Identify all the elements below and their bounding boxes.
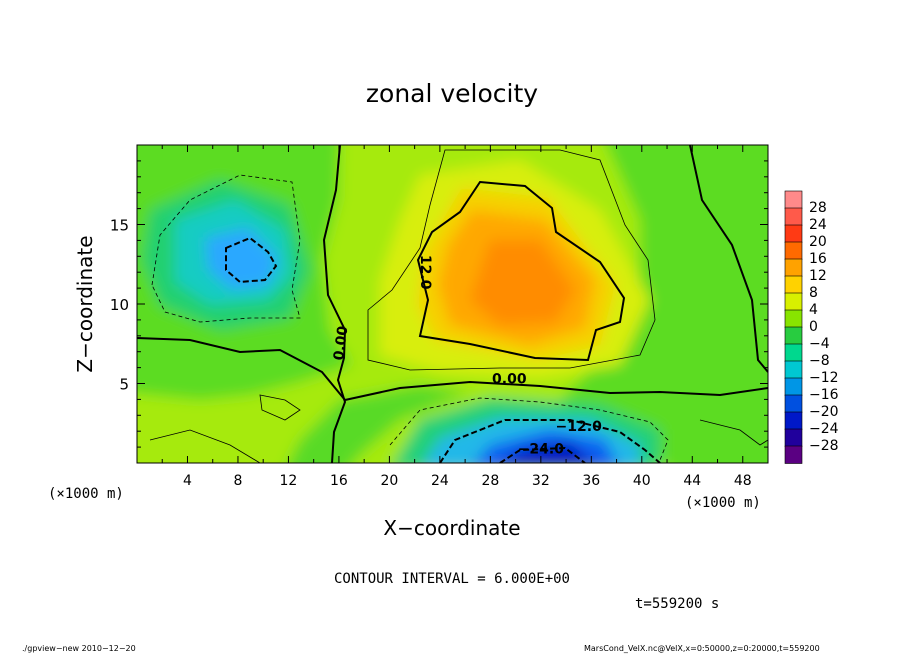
x-tick-label: 16 xyxy=(330,473,348,489)
y-tick-label: 15 xyxy=(110,217,129,235)
colorbar-label: −28 xyxy=(809,438,839,454)
colorbar-label: 16 xyxy=(809,251,827,267)
contour-0-d xyxy=(689,145,768,373)
x-axis-label: X−coordinate xyxy=(383,516,520,540)
colorbar-swatch xyxy=(784,207,803,226)
colorbar-label: −4 xyxy=(809,336,830,352)
x-tick-label: 28 xyxy=(481,473,499,489)
footer-right: MarsCond_VelX.nc@VelX,x=0:50000,z=0:2000… xyxy=(584,644,820,653)
colorbar-label: −24 xyxy=(809,421,839,437)
colorbar-swatch xyxy=(784,445,803,464)
x-axis: 4 8 12 16 20 24 28 32 36 40 44 48 xyxy=(161,145,752,489)
colorbar-label: 20 xyxy=(809,234,827,250)
colorbar-label: −12 xyxy=(809,370,839,386)
y-axis: 5 10 15 xyxy=(110,160,768,448)
color-field xyxy=(137,145,768,463)
contour-minus-6 xyxy=(151,174,301,323)
contour-interval: CONTOUR INTERVAL = 6.000E+00 xyxy=(334,571,570,587)
colorbar-label: 28 xyxy=(809,200,827,216)
chart-title: zonal velocity xyxy=(366,79,538,108)
contour-0 xyxy=(322,145,347,463)
contour-lines xyxy=(137,145,768,463)
colorbar-label: −8 xyxy=(809,353,830,369)
colorbar-swatch xyxy=(784,411,803,430)
contour-label: −24.0 xyxy=(518,441,565,457)
colorbar-swatch xyxy=(784,394,803,413)
contour-6 xyxy=(367,149,656,371)
colorbar-label: 8 xyxy=(809,285,818,301)
colorbar-swatch xyxy=(784,241,803,260)
x-tick-label: 36 xyxy=(582,473,600,489)
x-tick-label: 24 xyxy=(431,473,449,489)
contour-12 xyxy=(416,180,626,362)
contour-minus-24 xyxy=(499,446,586,463)
colorbar-swatch xyxy=(784,326,803,345)
x-tick-label: 12 xyxy=(280,473,298,489)
y-tick-label: 10 xyxy=(110,296,129,314)
contour-minus-12 xyxy=(225,236,278,284)
plot-area: 12.0 0.00 0.00 −12.0 −24.0 xyxy=(137,145,768,463)
colorbar-swatch xyxy=(784,224,803,243)
contour-0-b xyxy=(137,337,346,401)
colorbar-swatch xyxy=(784,190,803,209)
colorbar-label: −20 xyxy=(809,404,839,420)
contour-minus-12-b xyxy=(439,419,661,463)
contour-0-c xyxy=(344,380,768,401)
x-tick-label: 4 xyxy=(183,473,192,489)
contour-labels: 12.0 0.00 0.00 −12.0 −24.0 xyxy=(331,255,602,458)
x-tick-label: 40 xyxy=(633,473,651,489)
contour-minus-6-b xyxy=(389,397,669,461)
contour-label: −12.0 xyxy=(556,419,603,435)
colorbar-swatch xyxy=(784,428,803,447)
colorbar-label: 24 xyxy=(809,217,827,233)
colorbar-swatch xyxy=(784,275,803,294)
x-tick-label: 32 xyxy=(532,473,550,489)
x-tick-label: 44 xyxy=(683,473,701,489)
colorbar-label: 4 xyxy=(809,302,818,318)
x-unit-label-right: (×1000 m) xyxy=(685,495,761,511)
colorbar-label: 0 xyxy=(809,319,818,335)
colorbar-swatch xyxy=(784,292,803,311)
x-tick-label: 20 xyxy=(380,473,398,489)
colorbar-swatch xyxy=(784,377,803,396)
time-label: t=559200 s xyxy=(635,596,719,612)
colorbar-swatch xyxy=(784,309,803,328)
colorbar-label: 12 xyxy=(809,268,827,284)
contour-label: 0.00 xyxy=(331,325,352,362)
x-tick-label: 8 xyxy=(233,473,242,489)
x-unit-label-left: (×1000 m) xyxy=(48,486,124,502)
colorbar-label: −16 xyxy=(809,387,839,403)
colorbar-swatch xyxy=(784,343,803,362)
y-tick-label: 5 xyxy=(119,376,129,394)
contour-label: 12.0 xyxy=(417,255,433,290)
colorbar-swatch xyxy=(784,360,803,379)
y-axis-label: Z−coordinate xyxy=(73,235,97,372)
x-tick-label: 48 xyxy=(734,473,752,489)
contour-label: 0.00 xyxy=(492,372,527,388)
colorbar-swatch xyxy=(784,258,803,277)
footer-left: ./gpview−new 2010−12−20 xyxy=(22,644,136,653)
